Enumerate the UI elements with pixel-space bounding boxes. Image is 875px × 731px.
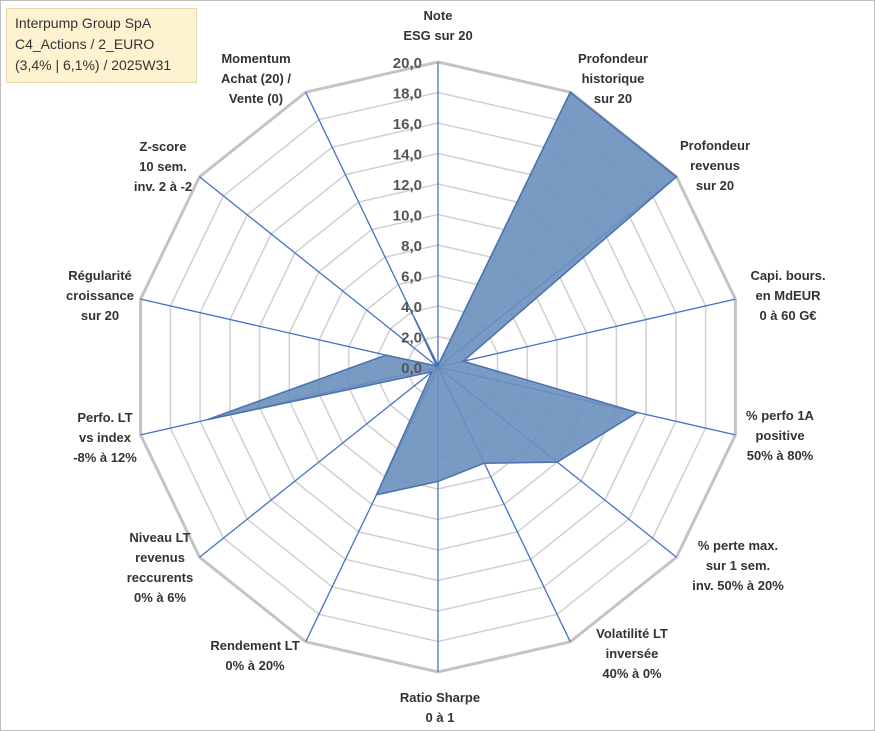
category-label-line: 0 à 1: [426, 710, 455, 725]
category-label-line: Note: [424, 8, 453, 23]
category-label: Momentum Achat (20) / Vente (0): [221, 51, 291, 106]
category-label: Capi. bours. en MdEUR 0 à 60 G€: [750, 268, 825, 323]
category-label-line: Capi. bours.: [750, 268, 825, 283]
title-period: (3,4% | 6,1%) / 2025W31: [15, 57, 172, 73]
category-label-line: 0% à 20%: [225, 658, 285, 673]
radial-tick-label: 14,0: [393, 147, 422, 164]
category-label: Ratio Sharpe 0 à 1: [400, 690, 480, 725]
axis-spoke: [199, 366, 439, 558]
category-labels: Note ESG sur 20 Profondeur historique sur 20…: [66, 8, 826, 725]
category-label-line: en MdEUR: [756, 288, 822, 303]
category-label-line: ESG sur 20: [403, 28, 472, 43]
category-label: % perfo 1A positive 50% à 80%: [746, 408, 815, 463]
category-label: Note ESG sur 20: [403, 8, 472, 43]
category-label: Profondeur historique sur 20: [578, 51, 648, 106]
category-label-line: Profondeur: [680, 138, 750, 153]
category-label-line: Régularité: [68, 268, 132, 283]
category-label-line: Achat (20) /: [221, 71, 291, 86]
category-label-line: % perte max.: [698, 538, 778, 553]
title-company: Interpump Group SpA: [15, 15, 152, 31]
category-label-line: 40% à 0%: [602, 666, 662, 681]
radial-tick-label: 18,0: [393, 86, 422, 103]
category-label: Z-score 10 sem. inv. 2 à -2: [134, 139, 192, 194]
category-label-line: Perfo. LT: [77, 410, 132, 425]
axis-spoke: [199, 176, 439, 368]
axis-spoke: [437, 298, 736, 368]
radar-series: [207, 91, 678, 496]
category-label-line: inv. 2 à -2: [134, 179, 192, 194]
category-label-line: croissance: [66, 288, 134, 303]
category-label-line: Profondeur: [578, 51, 648, 66]
radial-tick-label: 6,0: [401, 269, 422, 286]
radial-tick-label: 12,0: [393, 177, 422, 194]
radial-tick-label: 16,0: [393, 116, 422, 133]
category-label-line: revenus: [135, 550, 185, 565]
category-label-line: inversée: [606, 646, 659, 661]
category-label-line: Niveau LT: [129, 530, 190, 545]
category-label-line: Momentum: [221, 51, 290, 66]
series-area: [207, 91, 678, 496]
category-label-line: Ratio Sharpe: [400, 690, 480, 705]
category-label-line: sur 20: [594, 91, 632, 106]
category-label-line: % perfo 1A: [746, 408, 815, 423]
title-category: C4_Actions / 2_EURO: [15, 36, 155, 52]
category-label-line: 50% à 80%: [747, 448, 814, 463]
radial-tick-label: 10,0: [393, 208, 422, 225]
category-label: Profondeur revenus sur 20: [680, 138, 750, 193]
category-label-line: Vente (0): [229, 91, 283, 106]
category-label-line: Z-score: [140, 139, 187, 154]
category-label-line: sur 20: [81, 308, 119, 323]
category-label: Niveau LT revenus reccurents 0% à 6%: [127, 530, 193, 605]
category-label-line: -8% à 12%: [73, 450, 137, 465]
category-label: Volatilité LT inversée 40% à 0%: [596, 626, 668, 681]
category-label-line: revenus: [690, 158, 740, 173]
category-label-line: 0% à 6%: [134, 590, 186, 605]
category-label-line: sur 1 sem.: [706, 558, 770, 573]
category-label-line: sur 20: [696, 178, 734, 193]
radial-tick-label: 2,0: [401, 330, 422, 347]
category-label: Régularité croissance sur 20: [66, 268, 134, 323]
radial-tick-label: 20,0: [393, 55, 422, 72]
category-label-line: 0 à 60 G€: [759, 308, 816, 323]
category-label-line: vs index: [79, 430, 132, 445]
radial-tick-labels: 0,0 2,0 4,0 6,0 8,0 10,0 12,0 14,0 16,0 18,0 20,0: [393, 55, 422, 377]
category-label-line: Volatilité LT: [596, 626, 668, 641]
category-label-line: Rendement LT: [210, 638, 299, 653]
radial-tick-label: 0,0: [401, 360, 422, 377]
category-label-line: reccurents: [127, 570, 193, 585]
radial-tick-label: 8,0: [401, 238, 422, 255]
category-label-line: positive: [755, 428, 804, 443]
chart-title-box: Interpump Group SpA C4_Actions / 2_EURO …: [6, 8, 197, 83]
category-label: Perfo. LT vs index -8% à 12%: [73, 410, 137, 465]
category-label: Rendement LT 0% à 20%: [210, 638, 299, 673]
category-label-line: historique: [582, 71, 645, 86]
category-label-line: inv. 50% à 20%: [692, 578, 784, 593]
radial-tick-label: 4,0: [401, 299, 422, 316]
category-label: % perte max. sur 1 sem. inv. 50% à 20%: [692, 538, 784, 593]
category-label-line: 10 sem.: [139, 159, 187, 174]
